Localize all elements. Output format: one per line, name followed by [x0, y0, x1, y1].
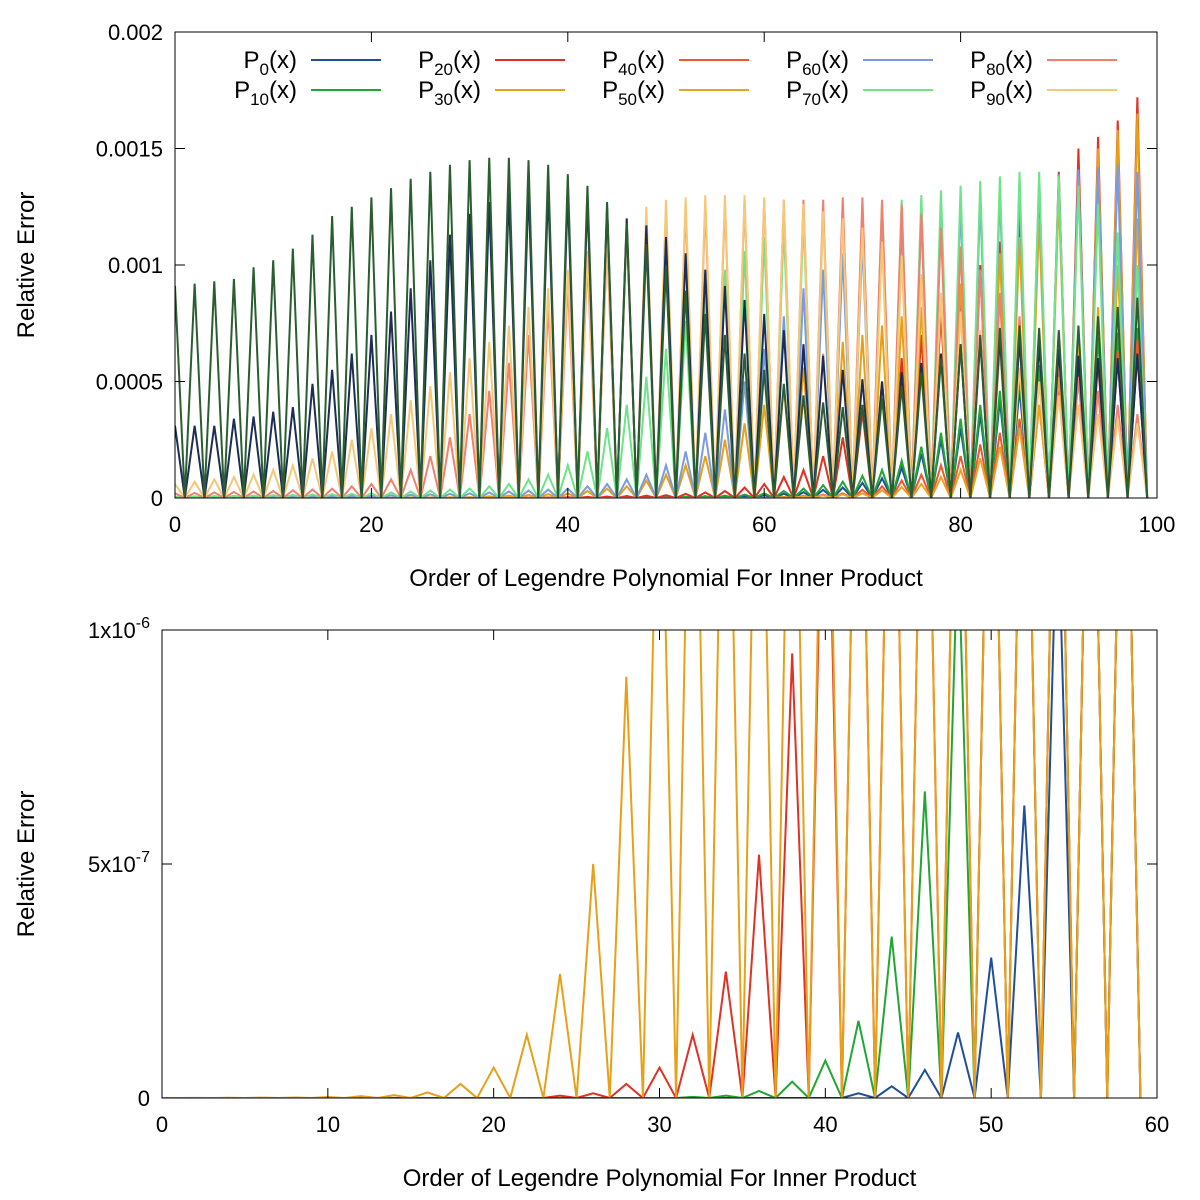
x-tick-label: 20: [359, 512, 383, 537]
legend-label: P40(x): [602, 47, 665, 79]
series-group: [162, 630, 1142, 1098]
y-tick-label: 0: [151, 486, 163, 511]
y-axis-label: Relative Error: [13, 192, 40, 339]
x-axis-label: Order of Legendre Polynomial For Inner P…: [403, 1165, 917, 1192]
series-line-5: [175, 218, 1149, 498]
series-group: [175, 97, 1149, 498]
bottom-chart: 0 10 20 30 40 50 60 0 5x10-7 1x10-6 Order of Legen…: [13, 615, 1169, 1192]
y-tick-label: 0.0005: [96, 370, 163, 395]
x-tick-label: 0: [156, 1112, 168, 1137]
legend-label: P20(x): [418, 47, 481, 79]
x-tick-label: 10: [316, 1112, 340, 1137]
plot-frame: [161, 629, 1158, 1099]
x-tick-label: 30: [647, 1112, 671, 1137]
y-tick-label: 0.001: [108, 253, 163, 278]
y-tick-label: 0.0015: [96, 137, 163, 162]
series-line-3: [162, 630, 1142, 1098]
series-line-4: [175, 339, 1149, 498]
x-tick-label: 20: [481, 1112, 505, 1137]
top-chart: 0 20 40 60 80 100 0 0.0005 0.001 0.0015 0.002 Order…: [13, 20, 1176, 592]
x-tick-label: 40: [556, 512, 580, 537]
legend-label: P10(x): [234, 77, 297, 109]
x-tick-label: 40: [813, 1112, 837, 1137]
legend-label: P90(x): [970, 77, 1033, 109]
y-tick-label: 1x10-6: [88, 615, 150, 643]
legend-label: P60(x): [786, 47, 849, 79]
x-tick-label: 50: [979, 1112, 1003, 1137]
series-line-7: [175, 171, 1149, 498]
legend-label: P80(x): [970, 47, 1033, 79]
x-tick-label: 80: [948, 512, 972, 537]
y-tick-label: 5x10-7: [88, 849, 150, 877]
x-tick-label: 60: [1145, 1112, 1169, 1137]
legend-label: P70(x): [786, 77, 849, 109]
y-tick-label: 0: [138, 1086, 150, 1111]
legend-label: P30(x): [418, 77, 481, 109]
x-tick-label: 100: [1139, 512, 1176, 537]
y-axis-label: Relative Error: [13, 791, 40, 938]
legend-label: P0(x): [244, 47, 297, 79]
legend-label: P50(x): [602, 77, 665, 109]
legend: P0(x)P10(x) P20(x)P30(x) P40(x)P50(x) P60(x…: [234, 47, 1117, 109]
x-tick-label: 0: [169, 512, 181, 537]
x-tick-label: 60: [752, 512, 776, 537]
x-axis-label: Order of Legendre Polynomial For Inner P…: [409, 565, 923, 592]
series-line-11: [175, 157, 1149, 498]
series-line-0: [162, 630, 1142, 1098]
y-tick-label: 0.002: [108, 20, 163, 45]
